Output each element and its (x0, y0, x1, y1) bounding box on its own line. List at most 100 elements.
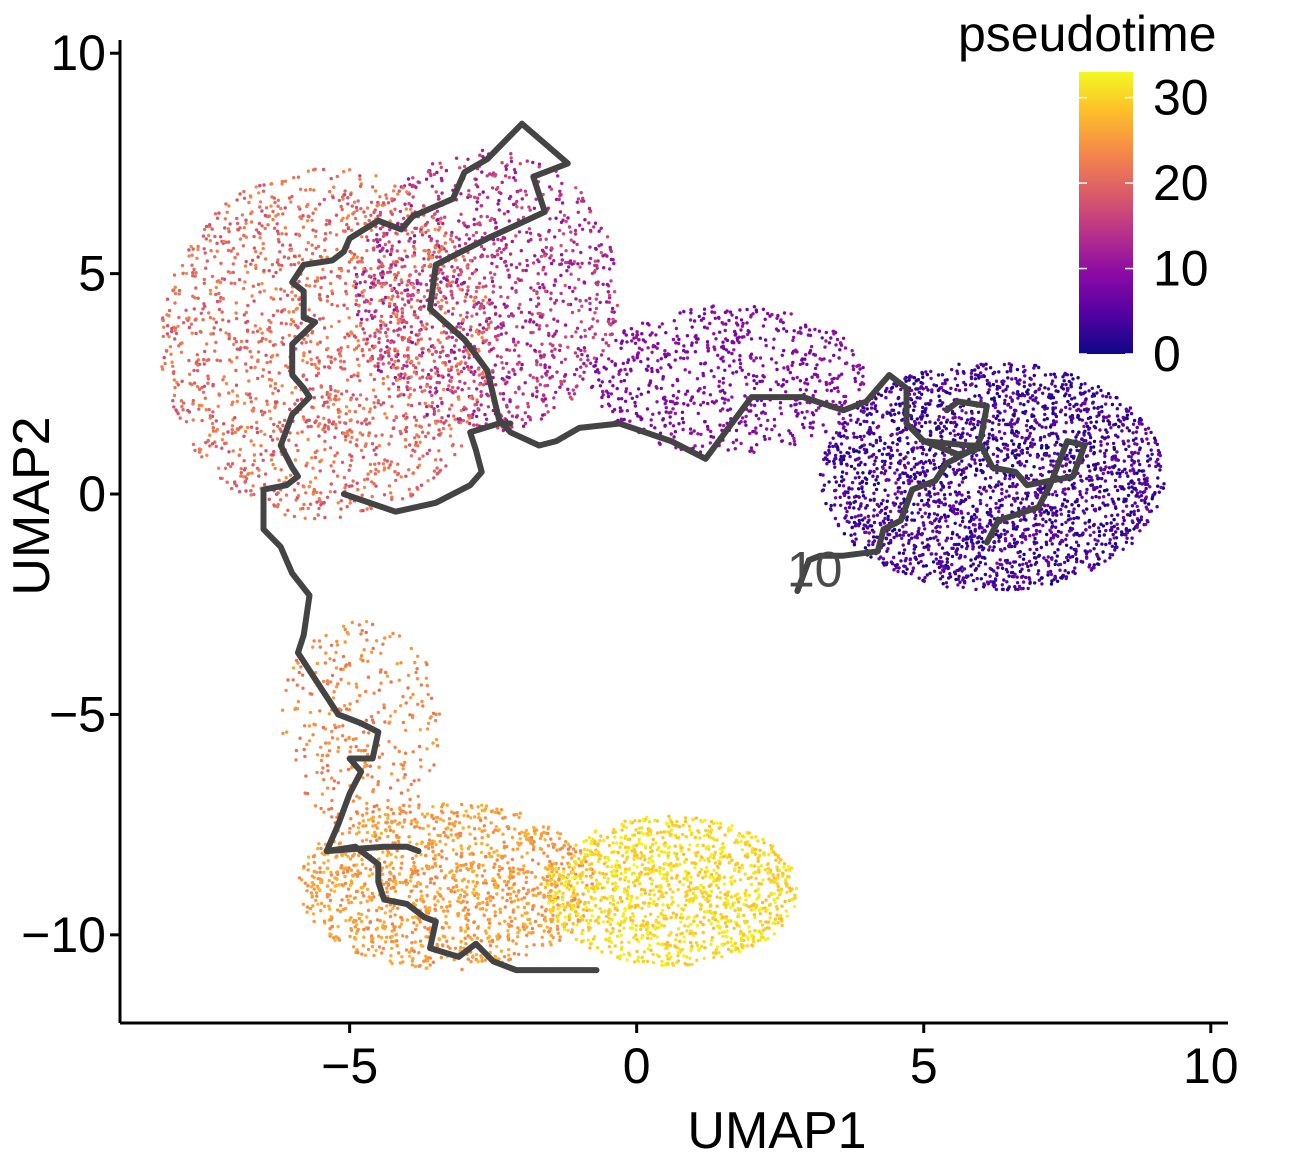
cell-point (981, 364, 985, 368)
cell-point (675, 379, 680, 383)
cell-point (1075, 448, 1079, 453)
cell-point (1120, 429, 1124, 433)
cell-point (721, 381, 725, 385)
cell-point (351, 479, 355, 483)
cell-point (499, 326, 503, 330)
cell-point (549, 261, 554, 266)
cell-point (723, 328, 727, 333)
cell-point (696, 411, 700, 416)
cell-point (190, 253, 194, 257)
cell-point (987, 548, 991, 552)
cell-point (231, 270, 235, 275)
cell-point (1085, 556, 1089, 560)
cell-point (886, 517, 890, 522)
cell-point (553, 235, 557, 239)
cell-point (577, 308, 581, 313)
cell-point (1015, 525, 1020, 529)
cell-point (377, 259, 381, 264)
cell-point (614, 338, 618, 343)
cell-point (963, 555, 967, 559)
cell-point (389, 314, 393, 319)
cell-point (834, 431, 839, 435)
cell-point (1039, 545, 1044, 550)
cell-point (1045, 406, 1050, 410)
cell-point (354, 302, 358, 307)
cell-point (1040, 444, 1044, 448)
cell-point (514, 289, 518, 293)
cell-point (358, 177, 362, 181)
cell-point (1149, 448, 1153, 452)
cell-point (502, 302, 506, 306)
cell-point (1146, 520, 1150, 524)
cell-point (1100, 476, 1104, 481)
cell-point (463, 241, 468, 246)
cell-point (550, 349, 554, 353)
cell-point (1077, 417, 1082, 421)
cell-point (920, 532, 924, 536)
cell-point (1013, 560, 1018, 564)
cell-point (402, 376, 406, 380)
cell-point (1067, 379, 1072, 384)
cell-point (845, 436, 849, 440)
cell-point (215, 427, 219, 432)
cell-point (1062, 373, 1067, 377)
cell-point (295, 306, 299, 310)
cell-point (871, 535, 876, 539)
cell-point (770, 427, 774, 432)
cell-point (856, 487, 861, 491)
cell-point (892, 503, 896, 507)
cell-point (916, 502, 920, 507)
cell-point (932, 462, 937, 466)
cell-point (1096, 385, 1101, 389)
cell-point (842, 401, 847, 405)
cell-point (501, 366, 505, 370)
cell-point (771, 346, 776, 350)
cell-point (898, 452, 902, 457)
cell-point (1070, 527, 1075, 531)
cell-point (581, 196, 585, 200)
cell-point (1112, 517, 1116, 522)
cell-point (907, 541, 911, 545)
cell-point (1042, 418, 1047, 422)
cell-point (263, 257, 268, 261)
cell-point (1003, 446, 1007, 450)
cell-point (1079, 403, 1083, 407)
cell-point (1004, 387, 1008, 392)
cell-point (980, 469, 984, 473)
cell-point (1065, 453, 1069, 458)
cell-point (795, 414, 799, 418)
cell-point (421, 351, 425, 355)
cell-point (942, 457, 946, 462)
cell-point (1006, 376, 1010, 380)
cell-point (411, 292, 415, 297)
cell-point (1072, 516, 1076, 521)
cell-point (333, 454, 337, 458)
cell-point (1132, 418, 1137, 423)
cell-point (912, 472, 916, 476)
cell-point (387, 354, 391, 358)
cell-point (872, 469, 876, 474)
cell-point (602, 266, 606, 270)
cell-point (928, 433, 933, 437)
cell-point (491, 171, 496, 175)
cell-point (1030, 445, 1034, 449)
cell-point (379, 314, 384, 318)
cell-point (547, 365, 552, 369)
cell-point (738, 365, 743, 370)
cell-point (1138, 416, 1142, 421)
cell-point (779, 412, 784, 416)
cell-point (310, 405, 314, 409)
cell-point (636, 414, 640, 418)
cell-point (1132, 509, 1136, 514)
cell-point (1014, 456, 1018, 460)
cell-point (752, 305, 757, 309)
cell-point (362, 485, 367, 490)
cell-point (363, 214, 368, 219)
cell-point (959, 500, 963, 504)
cell-point (346, 345, 350, 349)
cell-point (506, 268, 510, 272)
cell-point (408, 182, 412, 187)
cell-point (535, 389, 539, 394)
cell-point (1085, 454, 1090, 458)
cell-point (1084, 491, 1089, 495)
